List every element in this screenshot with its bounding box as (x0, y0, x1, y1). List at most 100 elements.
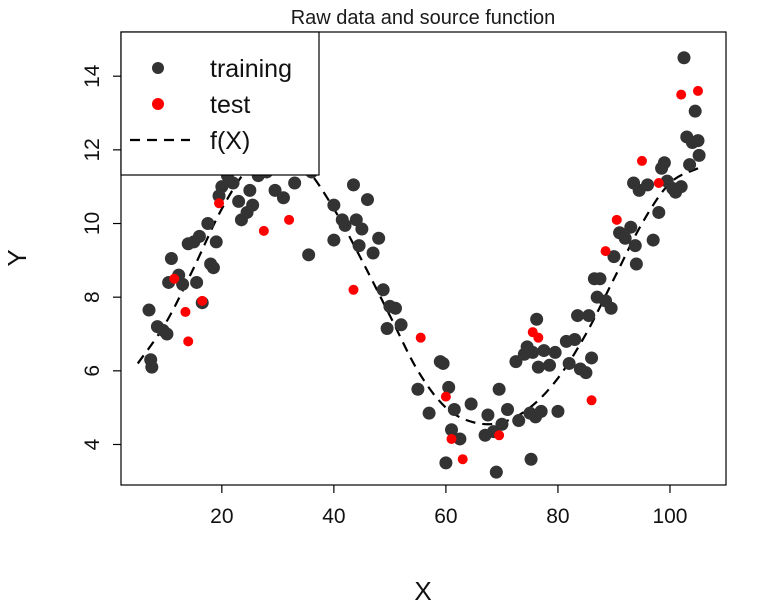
training-point (568, 333, 582, 347)
training-point (388, 301, 402, 315)
training-point (509, 355, 523, 369)
training-point (190, 275, 204, 289)
training-point (366, 246, 380, 260)
training-point (531, 360, 545, 374)
x-axis-title: X (414, 576, 431, 606)
training-point (442, 380, 456, 394)
training-point (641, 178, 655, 192)
training-point (629, 257, 643, 271)
training-point (501, 403, 515, 416)
training-point (246, 198, 260, 212)
x-tick-label-100: 100 (652, 505, 687, 528)
training-point (215, 180, 229, 194)
training-point (453, 432, 467, 446)
training-point (436, 356, 450, 370)
training-point (526, 345, 540, 359)
legend-marker-training (152, 62, 164, 74)
test-point (692, 85, 703, 96)
test-point (284, 214, 295, 225)
training-point (543, 358, 557, 372)
y-tick-label-4: 4 (81, 438, 104, 450)
training-point (209, 235, 223, 249)
training-point (160, 327, 174, 341)
training-point (276, 191, 290, 205)
training-point (691, 134, 705, 148)
x-tick-label-40: 40 (322, 505, 345, 528)
training-point (192, 229, 206, 243)
test-point (653, 178, 664, 188)
test-point (415, 332, 426, 343)
training-point (164, 252, 178, 265)
plot-frame (120, 31, 727, 486)
y-tick-label-10: 10 (81, 212, 104, 235)
training-point (524, 452, 538, 466)
training-point (447, 403, 461, 416)
training-point (372, 231, 386, 245)
training-point (688, 104, 702, 118)
y-tick-label-8: 8 (81, 291, 104, 303)
test-point (533, 332, 544, 343)
training-point (145, 360, 159, 374)
test-point (348, 284, 359, 295)
training-point (652, 205, 666, 219)
legend-label-test: test (210, 91, 250, 119)
test-point (494, 430, 505, 441)
training-point (646, 233, 660, 247)
training-point (352, 239, 366, 253)
x-tick-label-80: 80 (546, 505, 569, 528)
training-point (624, 220, 638, 234)
legend: training test f(X) (120, 31, 320, 176)
training-point (562, 356, 576, 370)
training-point (439, 456, 453, 470)
training-point (464, 397, 478, 411)
x-axis: 20 40 60 80 100 (210, 485, 688, 528)
y-tick-label-14: 14 (81, 64, 104, 88)
training-point (512, 414, 526, 428)
training-point (657, 156, 671, 170)
test-point (169, 273, 180, 284)
test-point (180, 306, 191, 317)
training-point (355, 222, 369, 236)
training-point (607, 250, 621, 264)
legend-marker-test (152, 98, 164, 110)
training-point (489, 465, 503, 479)
training-point (346, 178, 360, 192)
training-point (674, 180, 688, 194)
source-function-layer (136, 150, 699, 426)
x-tick-label-60: 60 (434, 505, 457, 528)
training-point (243, 183, 257, 197)
training-point (677, 51, 691, 65)
training-point (422, 406, 436, 420)
training-point (411, 382, 425, 396)
training-point (142, 303, 156, 317)
training-point (551, 404, 565, 418)
test-point (183, 336, 194, 347)
test-point (197, 295, 208, 306)
training-point (537, 344, 551, 358)
y-axis-title: Y (2, 249, 32, 266)
test-point (611, 214, 622, 225)
training-point (683, 158, 697, 172)
training-point (268, 183, 282, 197)
training-point (380, 321, 394, 335)
source-function-line (136, 150, 699, 426)
training-point (481, 408, 495, 422)
test-point (636, 155, 647, 166)
training-point (579, 366, 593, 380)
training-point (618, 231, 632, 245)
test-point (676, 89, 687, 100)
training-point (360, 193, 374, 207)
training-point (232, 194, 246, 208)
training-point (604, 301, 618, 315)
training-point (593, 272, 607, 286)
training-point (206, 261, 220, 275)
legend-label-training: training (210, 55, 292, 83)
points-layer (142, 51, 706, 479)
training-point (327, 233, 341, 247)
x-tick-label-20: 20 (210, 505, 233, 528)
y-tick-label-6: 6 (81, 365, 104, 377)
training-point (530, 312, 544, 326)
training-point (585, 351, 599, 365)
training-point (582, 309, 596, 323)
